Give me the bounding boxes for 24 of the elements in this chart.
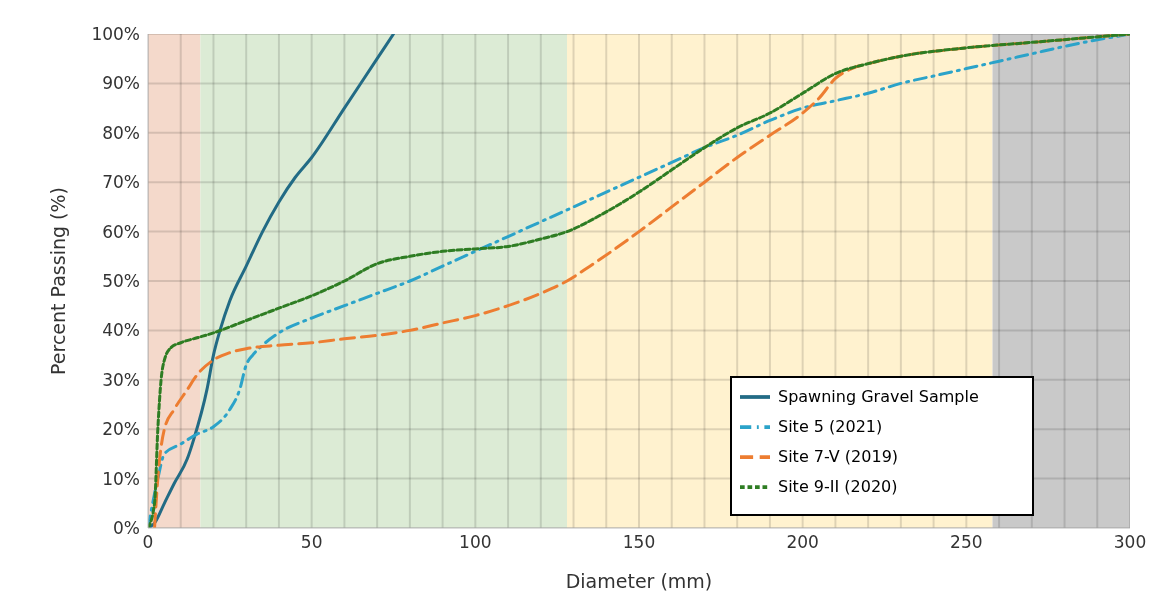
y-axis-title: Percent Passing (%) [46, 187, 69, 375]
y-tick-label: 30% [102, 369, 140, 390]
x-tick-label: 0 [142, 532, 154, 553]
x-tick-label: 150 [622, 532, 656, 553]
x-tick-label: 250 [950, 532, 983, 553]
x-tick-label: 100 [459, 532, 492, 553]
y-tick-label: 100% [91, 24, 140, 45]
y-tick-label: 80% [102, 122, 140, 143]
y-tick-label: 0% [113, 518, 140, 539]
x-tick-label: 50 [300, 532, 323, 553]
legend-label: Spawning Gravel Sample [778, 386, 979, 406]
legend-label: Site 7-V (2019) [778, 446, 899, 466]
y-tick-label: 60% [102, 221, 140, 242]
x-tick-label: 200 [786, 532, 819, 553]
y-tick-label: 40% [102, 320, 140, 341]
x-tick-label: 300 [1113, 532, 1147, 553]
y-tick-label: 70% [102, 172, 140, 193]
y-tick-label: 20% [102, 419, 140, 440]
legend-label: Site 9-II (2020) [778, 476, 898, 496]
x-axis-title: Diameter (mm) [565, 570, 713, 592]
y-tick-label: 10% [102, 468, 140, 489]
y-tick-label: 90% [102, 73, 140, 94]
y-tick-label: 50% [102, 271, 140, 292]
legend-label: Site 5 (2021) [778, 416, 883, 436]
